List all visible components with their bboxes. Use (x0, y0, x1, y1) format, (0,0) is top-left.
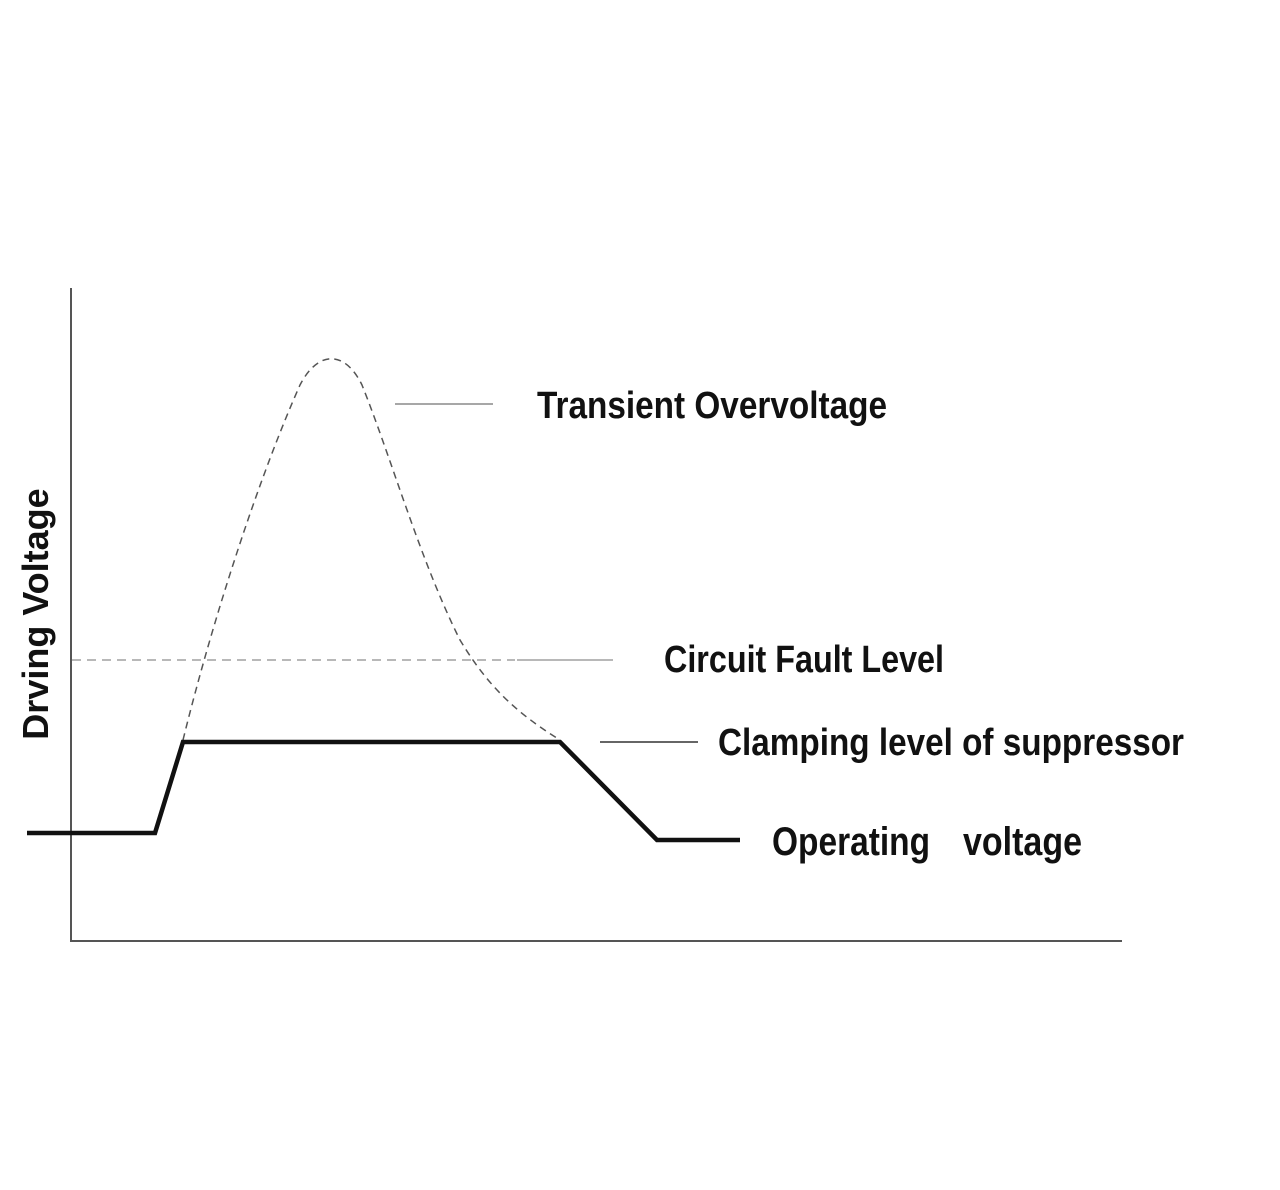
y-axis-label: Drving Voltage (15, 488, 56, 739)
transient-overvoltage-curve (182, 358, 561, 741)
circuit-fault-level-label: Circuit Fault Level (664, 639, 944, 681)
clamping-level-label: Clamping level of suppressor (718, 722, 1184, 764)
operating-voltage-label-word2: voltage (963, 820, 1082, 864)
clamping-waveform (27, 739, 740, 843)
operating-voltage-label-word1: Operating (772, 820, 930, 864)
transient-overvoltage-label: Transient Overvoltage (537, 385, 887, 427)
